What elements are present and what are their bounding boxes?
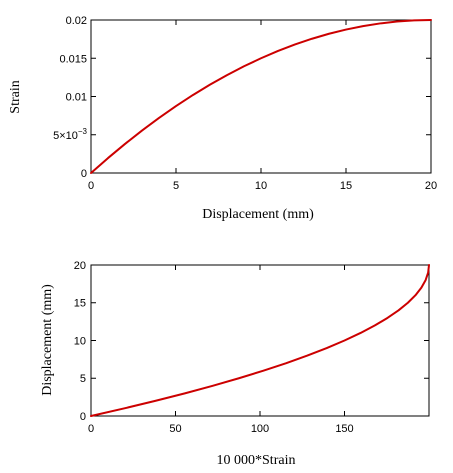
bottom-plot-frame: [90, 264, 430, 417]
top-x-tick-label-3: 15: [340, 180, 352, 192]
top-x-tick-label-1: 5: [173, 180, 179, 192]
bottom-x-tick-label-0: 0: [88, 423, 94, 435]
top-y-tick-label-1-mantissa: 5×10: [53, 130, 78, 142]
bottom-x-axis-label: 10 000*Strain: [217, 453, 296, 468]
strain-displacement-chart: 0 5×10−3 0.01 0.015 0.02 0 5 10 15 20 Di…: [8, 15, 437, 222]
bottom-displacement-curve: [90, 264, 430, 417]
displacement-strain-chart: 0 5 10 15 20 0 50 100 150 10 000*Strain …: [40, 260, 430, 468]
bottom-y-tick-label-1: 5: [80, 373, 86, 385]
bottom-x-tick-label-2: 100: [251, 423, 269, 435]
top-y-tick-label-2: 0.01: [66, 92, 87, 104]
top-x-tick-label-2: 10: [255, 180, 267, 192]
top-y-axis-label: Strain: [8, 80, 23, 113]
top-x-tick-label-0: 0: [88, 180, 94, 192]
top-y-tick-label-1: 5×10−3: [53, 127, 87, 142]
top-y-tick-label-3: 0.015: [59, 54, 87, 66]
top-strain-curve: [90, 19, 432, 174]
top-y-tick-label-4: 0.02: [66, 15, 87, 27]
bottom-x-tick-label-3: 150: [335, 423, 353, 435]
bottom-y-tick-label-0: 0: [80, 411, 86, 423]
bottom-y-tick-label-2: 10: [74, 336, 86, 348]
bottom-y-axis-label: Displacement (mm): [40, 284, 55, 396]
top-y-tick-label-1-exponent: −3: [78, 127, 88, 136]
bottom-y-tick-label-3: 15: [74, 298, 86, 310]
top-plot-frame: [90, 19, 432, 174]
top-x-tick-label-4: 20: [425, 180, 437, 192]
bottom-x-tick-label-1: 50: [169, 423, 181, 435]
bottom-y-tick-label-4: 20: [74, 260, 86, 272]
top-x-axis-label: Displacement (mm): [202, 207, 314, 222]
top-y-tick-label-0: 0: [81, 168, 87, 180]
